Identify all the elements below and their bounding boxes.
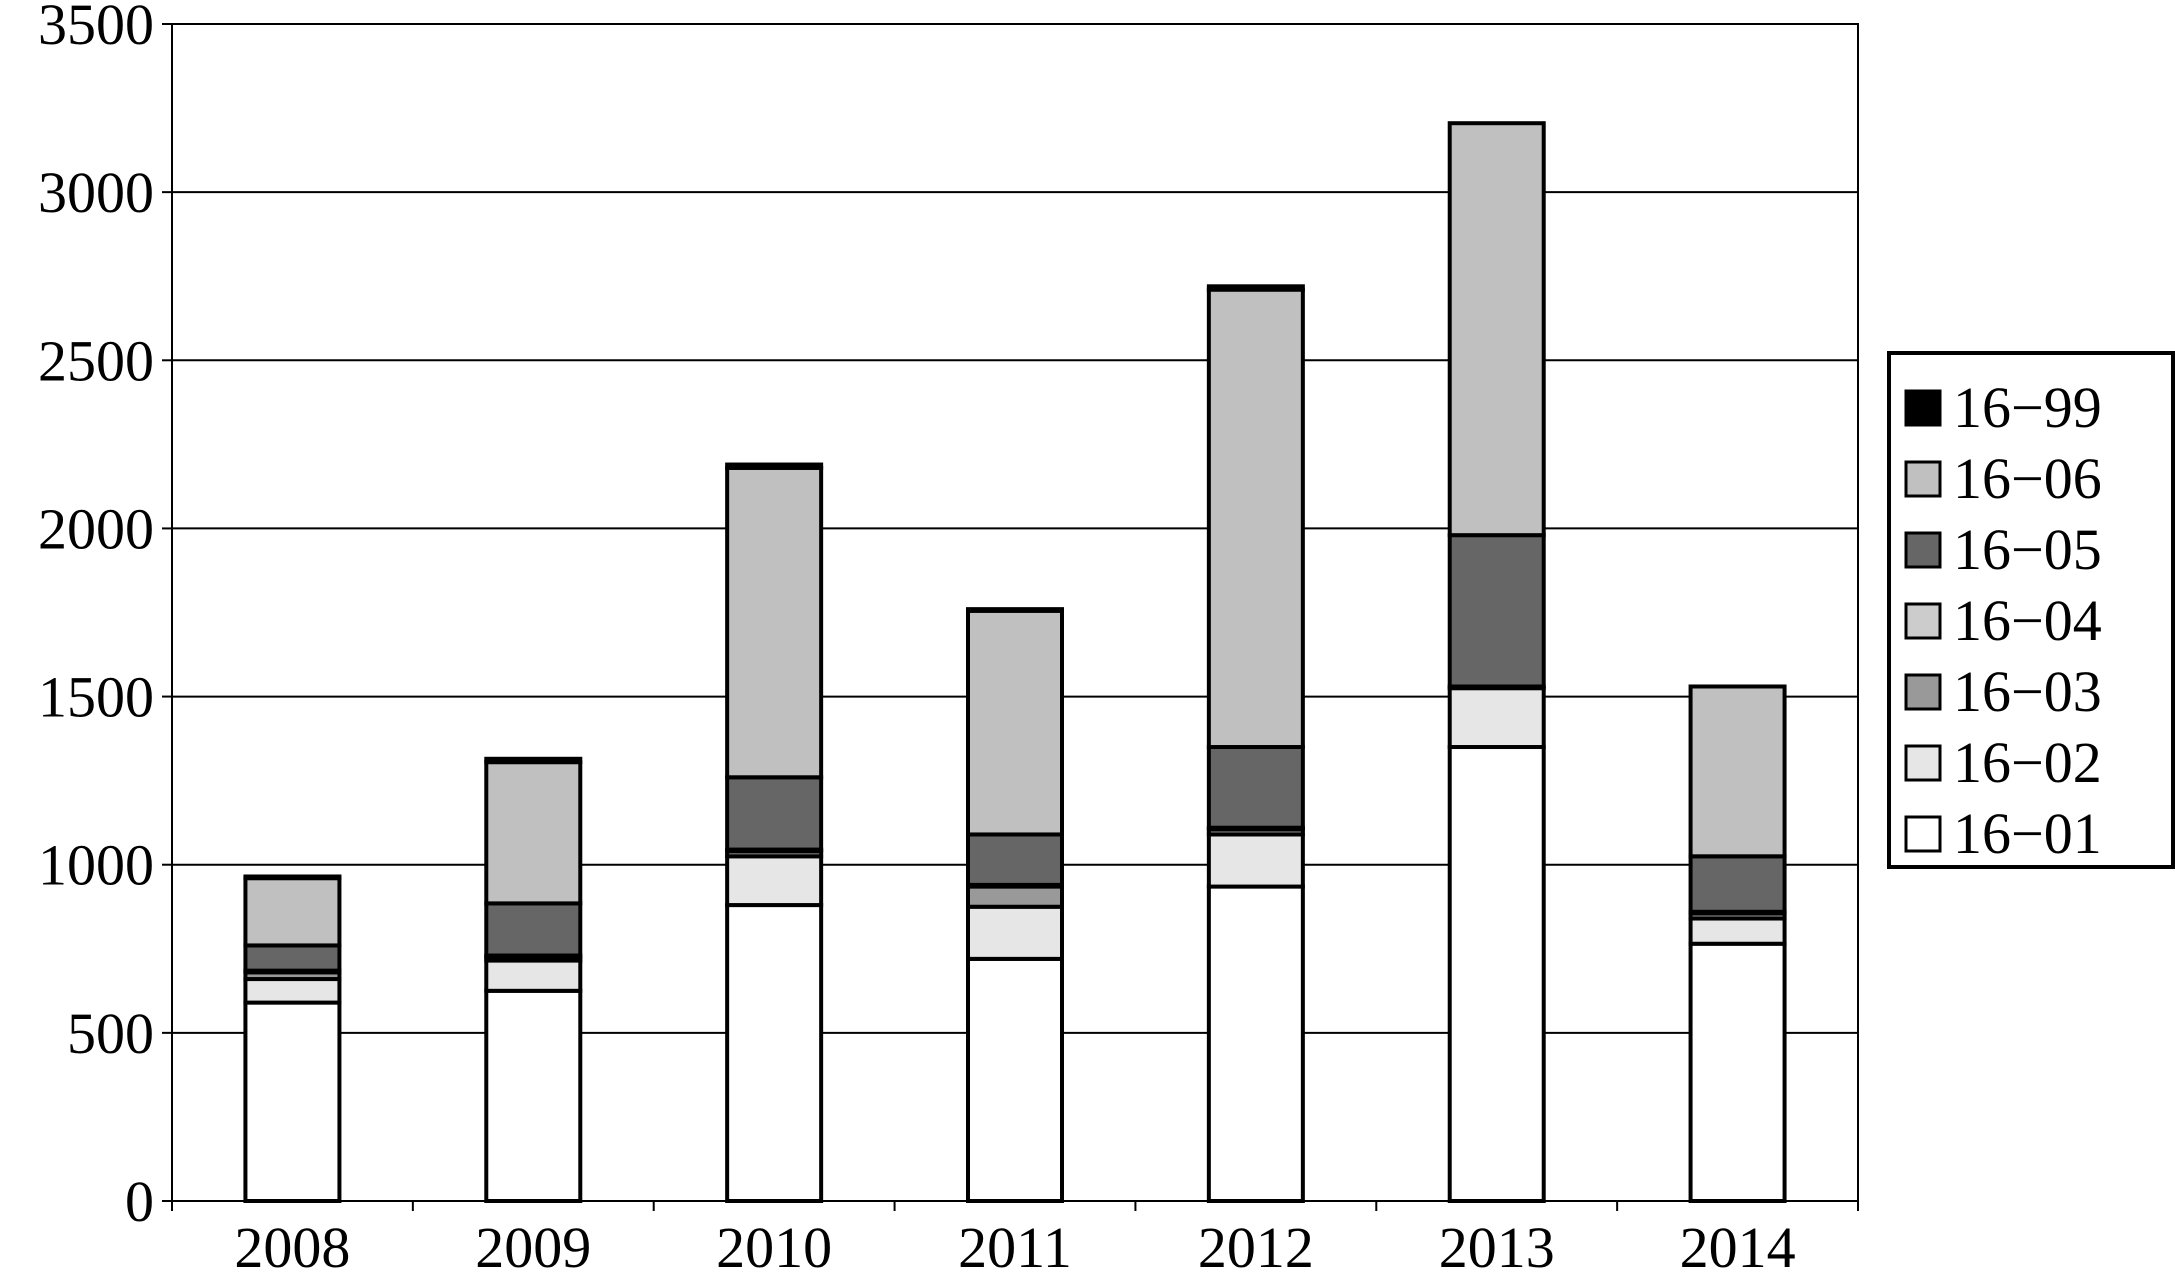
legend-label: 16−04 [1953, 588, 2102, 653]
bar-segment-2009-16−01 [484, 988, 583, 1203]
y-tick-label: 3000 [38, 160, 154, 225]
bar-segment-2013-16−02 [1447, 686, 1546, 750]
bar-segment-2010-16−99 [725, 462, 824, 470]
legend-label: 16−01 [1953, 801, 2102, 866]
bar-segment-2010-16−02 [725, 854, 824, 908]
y-tick-label: 1500 [38, 665, 154, 730]
bar-segment-2011-16−01 [966, 956, 1064, 1203]
x-tick-label: 2012 [1198, 1215, 1314, 1273]
plot-frame [171, 23, 1859, 1202]
x-tick-label: 2008 [234, 1215, 350, 1273]
x-tick-label: 2010 [716, 1215, 832, 1273]
bar-segment-2012-16−99 [1206, 284, 1305, 292]
y-tick-label: 0 [125, 1169, 154, 1234]
legend-label: 16−03 [1953, 659, 2102, 724]
legend-label: 16−99 [1953, 375, 2102, 440]
x-tick-label: 2013 [1439, 1215, 1555, 1273]
legend-swatch [1904, 673, 1942, 711]
bar-segment-2010-16−05 [725, 775, 824, 852]
legend-swatch [1904, 744, 1942, 782]
bar-segment-2008-16−99 [243, 874, 342, 881]
bar-segment-2009-16−99 [484, 756, 583, 765]
legend-swatch [1904, 460, 1942, 498]
legend-swatch [1904, 815, 1942, 853]
x-tick-label: 2014 [1680, 1215, 1796, 1273]
bar-segment-2009-16−02 [484, 958, 583, 993]
bar-segment-2010-16−01 [725, 903, 824, 1203]
bar-segment-2009-16−05 [484, 901, 583, 958]
bar-segment-2011-16−99 [966, 607, 1064, 613]
legend-label: 16−02 [1953, 730, 2102, 795]
bar-segment-2014-16−05 [1688, 854, 1787, 914]
bar-segment-2011-16−05 [966, 832, 1064, 887]
bar-segment-2012-16−02 [1206, 832, 1305, 889]
bar-segment-2012-16−06 [1206, 287, 1305, 750]
bar-segment-2014-16−01 [1688, 941, 1787, 1204]
bar-segment-2008-16−01 [243, 1000, 342, 1203]
bar-segment-2013-16−01 [1447, 745, 1546, 1203]
x-tick-label: 2011 [958, 1215, 1072, 1273]
bar-segment-2008-16−02 [243, 977, 342, 1005]
y-tick-label: 2000 [38, 496, 154, 561]
bar-segment-2009-16−06 [484, 760, 583, 906]
axis-layer: 0 500 1000 1500 2000 2500 3000 3500 2008 2009 2010… [38, 0, 1859, 1278]
bar-segment-2008-16−06 [243, 876, 342, 948]
y-tick-label: 1000 [38, 833, 154, 898]
y-tick-label: 2500 [38, 328, 154, 393]
bar-segment-2014-16−02 [1688, 916, 1787, 946]
bar-segment-2011-16−02 [966, 904, 1064, 961]
x-tick-label: 2009 [475, 1215, 591, 1273]
bar-segment-2014-16−06 [1688, 684, 1787, 859]
bar-segment-2008-16−05 [243, 943, 342, 973]
bar-segment-2012-16−01 [1206, 884, 1305, 1204]
legend-swatch [1904, 531, 1942, 569]
legend-label: 16−05 [1953, 517, 2102, 582]
bars-layer [243, 121, 1787, 1204]
bar-segment-2011-16−06 [966, 608, 1064, 837]
legend-label: 16−06 [1953, 446, 2102, 511]
y-tick-label: 3500 [38, 0, 154, 57]
bar-segment-2011-16−03 [966, 884, 1064, 909]
legend-swatch [1904, 602, 1942, 640]
bar-segment-2013-16−06 [1447, 121, 1546, 538]
y-tick-label: 500 [67, 1001, 154, 1066]
bar-segment-2012-16−05 [1206, 745, 1305, 830]
bar-segment-2013-16−05 [1447, 533, 1546, 689]
bar-segment-2010-16−06 [725, 465, 824, 780]
legend-swatch [1904, 389, 1942, 427]
